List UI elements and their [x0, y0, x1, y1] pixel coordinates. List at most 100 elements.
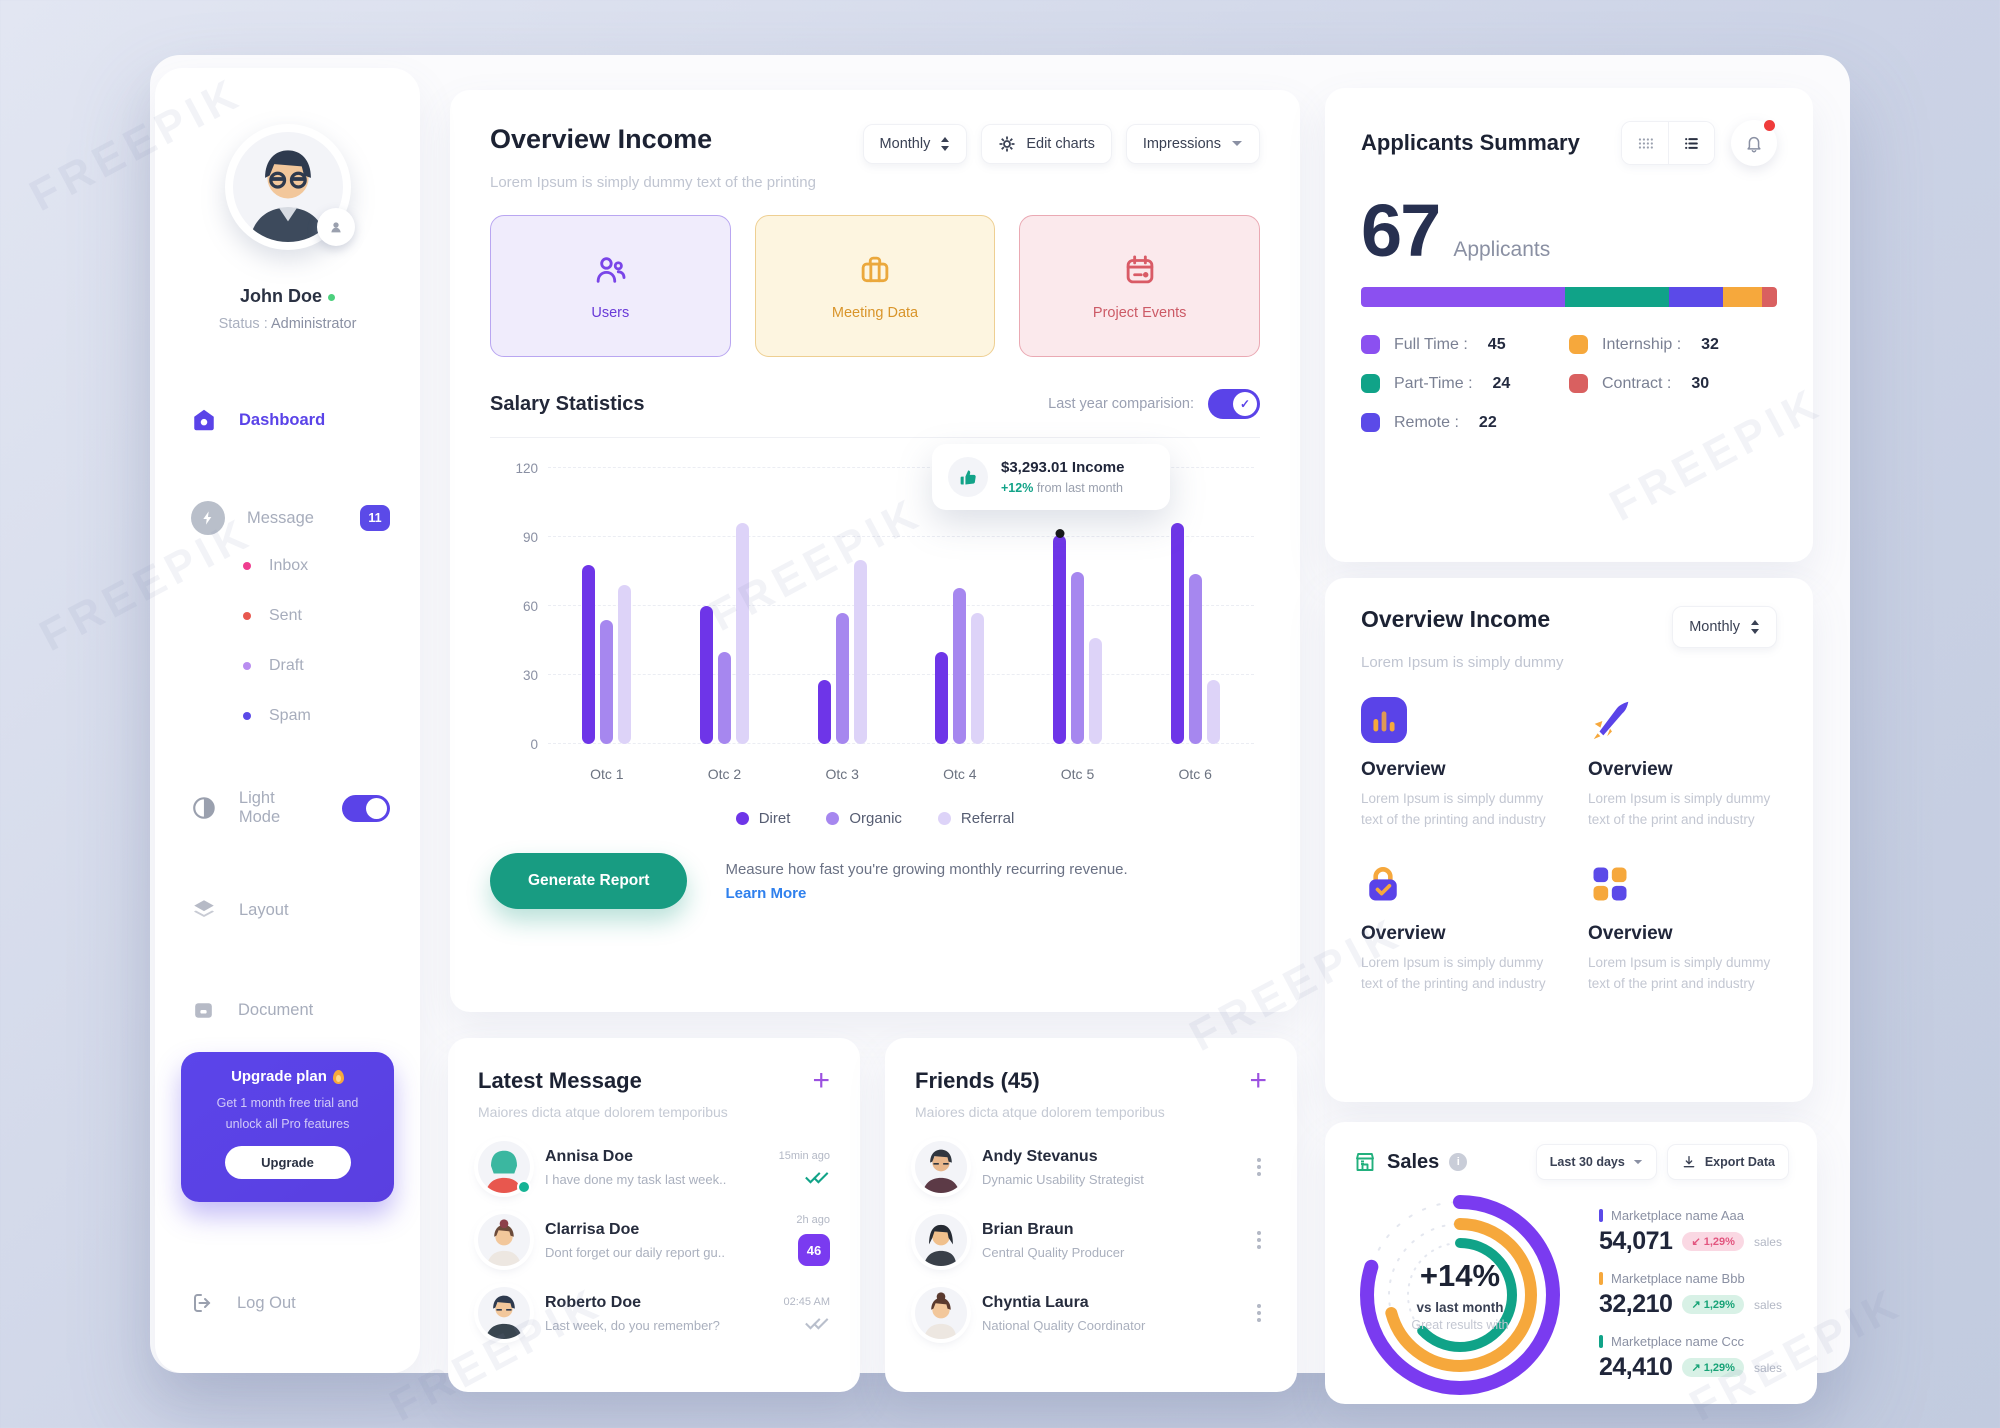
friend-role: Dynamic Usability Strategist [982, 1171, 1144, 1187]
bar-organic[interactable] [953, 587, 967, 744]
bar-diret[interactable] [582, 564, 596, 744]
sidebar-item-document[interactable]: Document [191, 990, 390, 1030]
message-row[interactable]: Roberto Doe Last week, do you remember? … [478, 1287, 830, 1339]
x-axis-label: Otc 1 [590, 766, 624, 782]
comparison-toggle[interactable]: ✓ [1208, 389, 1260, 419]
legend-item-contract: Contract :30 [1569, 374, 1777, 393]
marketplace-value: 32,210 [1599, 1290, 1673, 1318]
bar-organic[interactable] [835, 612, 849, 744]
project-events-card[interactable]: Project Events [1019, 215, 1261, 357]
measure-text: Measure how fast you're growing monthly … [725, 860, 1128, 878]
bar-referral[interactable] [971, 612, 985, 744]
sidebar-item-spam[interactable]: Spam [243, 701, 311, 731]
friend-row[interactable]: Chyntia Laura National Quality Coordinat… [915, 1287, 1267, 1339]
change-badge-down: ↙ 1,29% [1682, 1232, 1744, 1251]
bar-diret[interactable] [1053, 534, 1067, 744]
monthly-select[interactable]: Monthly [862, 124, 968, 164]
generate-report-button[interactable]: Generate Report [490, 853, 688, 909]
logout-button[interactable]: Log Out [191, 1283, 390, 1323]
legend-item-internship: Internship :32 [1569, 335, 1777, 354]
export-data-button[interactable]: Export Data [1666, 1144, 1789, 1180]
edit-charts-button[interactable]: Edit charts [981, 124, 1112, 164]
overview-card[interactable]: Overview Lorem Ipsum is simply dummy tex… [1361, 861, 1550, 995]
message-sender: Annisa Doe [545, 1147, 634, 1165]
friend-row[interactable]: Brian Braun Central Quality Producer [915, 1214, 1267, 1266]
edit-charts-label: Edit charts [1026, 136, 1095, 152]
sidebar-item-label: Layout [239, 900, 289, 919]
more-options-button[interactable] [1251, 1152, 1267, 1182]
monthly-select[interactable]: Monthly [1672, 606, 1777, 648]
user-avatar[interactable] [224, 124, 355, 250]
gridline [548, 605, 1254, 606]
bar-diret[interactable] [935, 652, 949, 744]
light-mode-toggle[interactable] [342, 794, 390, 822]
lock-icon [1369, 866, 1397, 901]
legend-item-diret[interactable]: Diret [735, 810, 790, 827]
bar-group: Otc 5 [1019, 468, 1137, 782]
info-icon[interactable]: i [1449, 1153, 1468, 1171]
sidebar-item-message[interactable]: Message 11 [191, 498, 390, 538]
bar-referral[interactable] [1206, 679, 1220, 744]
sidebar-item-label: Message [247, 508, 314, 527]
more-options-button[interactable] [1251, 1225, 1267, 1255]
legend-item-organic[interactable]: Organic [826, 810, 902, 827]
users-card[interactable]: Users [490, 215, 731, 357]
chevron-updown-icon [941, 137, 950, 151]
sidebar-item-dashboard[interactable]: Dashboard [191, 400, 390, 440]
bar-organic[interactable] [1071, 571, 1085, 744]
bar-diret[interactable] [817, 679, 831, 744]
impressions-select[interactable]: Impressions [1125, 124, 1260, 164]
message-row[interactable]: Clarrisa Doe Dont forget our daily repor… [478, 1214, 830, 1266]
more-options-button[interactable] [1251, 1298, 1267, 1328]
grid-squares-icon [1593, 867, 1627, 901]
segment-remote [1668, 287, 1723, 307]
legend-item-referral[interactable]: Referral [937, 810, 1014, 827]
marketplace-value: 54,071 [1599, 1227, 1673, 1255]
message-row[interactable]: Annisa Doe I have done my task last week… [478, 1141, 830, 1194]
overview-card-desc: Lorem Ipsum is simply dummy text of the … [1588, 954, 1771, 991]
sidebar-item-label: Draft [269, 657, 304, 674]
bar-referral[interactable] [853, 560, 867, 744]
upgrade-button[interactable]: Upgrade [224, 1146, 351, 1180]
marketplace-tick [1599, 1335, 1603, 1348]
bar-diret[interactable] [700, 606, 713, 744]
bar-group: Otc 1 [548, 468, 666, 782]
users-icon [597, 257, 626, 283]
edit-avatar-button[interactable] [316, 208, 355, 246]
legend-swatch [1361, 413, 1380, 432]
bar-referral[interactable] [618, 585, 632, 744]
grid-view-button[interactable] [1622, 122, 1668, 164]
bar-organic[interactable] [1188, 573, 1202, 744]
comparison-toggle-label: Last year comparision: [1048, 396, 1194, 412]
overview-card[interactable]: Overview Lorem Ipsum is simply dummy tex… [1361, 697, 1550, 831]
sidebar-item-layout[interactable]: Layout [191, 890, 390, 930]
overview-card[interactable]: Overview Lorem Ipsum is simply dummy tex… [1588, 697, 1777, 831]
add-message-button[interactable]: + [812, 1064, 830, 1097]
sidebar-item-draft[interactable]: Draft [243, 651, 304, 681]
change-badge-up: ↗ 1,29% [1682, 1295, 1744, 1314]
period-select[interactable]: Last 30 days [1535, 1144, 1657, 1180]
list-view-button[interactable] [1668, 122, 1714, 164]
bar-referral[interactable] [1089, 638, 1103, 744]
friend-name: Chyntia Laura [982, 1293, 1089, 1311]
meeting-data-card[interactable]: Meeting Data [754, 215, 996, 357]
donut-center-note: Great results with [1411, 1318, 1509, 1332]
friend-row[interactable]: Andy Stevanus Dynamic Usability Strategi… [915, 1141, 1267, 1193]
overview-card[interactable]: Overview Lorem Ipsum is simply dummy tex… [1588, 861, 1777, 995]
sidebar-item-inbox[interactable]: Inbox [243, 551, 308, 581]
bar-organic[interactable] [718, 652, 731, 744]
learn-more-link[interactable]: Learn More [725, 884, 807, 902]
thumbs-up-icon [948, 457, 988, 497]
message-sender: Clarrisa Doe [545, 1220, 640, 1238]
tooltip-delta: +12% from last month [1001, 481, 1123, 495]
bar-organic[interactable] [600, 619, 614, 744]
bar-referral[interactable] [736, 523, 749, 744]
sidebar-item-sent[interactable]: Sent [243, 601, 302, 631]
add-friend-button[interactable]: + [1249, 1064, 1267, 1097]
card-label: Project Events [1092, 305, 1187, 321]
bar-diret[interactable] [1170, 523, 1184, 744]
avatar-illustration [248, 150, 327, 242]
message-preview: I have done my task last week.. [545, 1171, 727, 1187]
notifications-button[interactable] [1731, 120, 1777, 166]
bar-group: Otc 2 [666, 468, 784, 782]
